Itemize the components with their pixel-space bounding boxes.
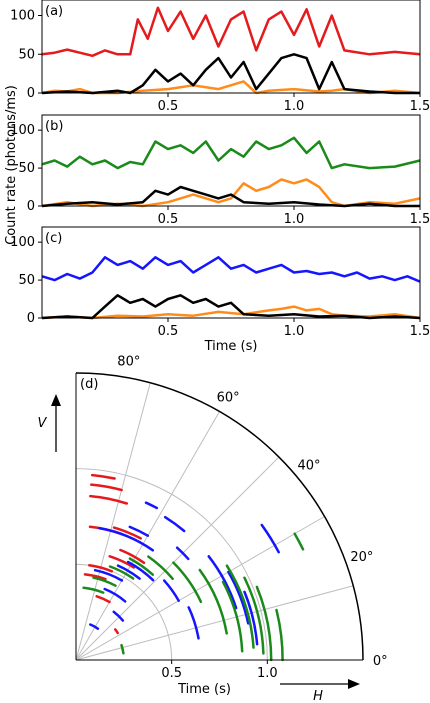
- series-line-2: [41, 294, 421, 320]
- polar-arc-0: [89, 494, 129, 505]
- y-tick-label: 0: [27, 311, 35, 326]
- x-tick-label: 1.5: [410, 99, 430, 114]
- polar-arc-2: [120, 643, 125, 655]
- polar-arc-0: [112, 526, 142, 540]
- polar-arc-2: [275, 608, 284, 662]
- polar-arc-2: [243, 576, 265, 655]
- polar-arc-1: [93, 568, 124, 582]
- panel-1: [38, 114, 421, 210]
- polar-arc-2: [172, 561, 203, 604]
- polar-arc-1: [187, 606, 200, 640]
- x-tick-label: 1.5: [410, 212, 430, 227]
- panel-frame: [41, 114, 421, 207]
- polar-arc-1: [207, 555, 238, 610]
- polar-arc-2: [108, 565, 135, 580]
- polar-arc-1: [227, 570, 250, 625]
- polar-arc-0: [108, 555, 136, 569]
- y-tick-label: 0: [27, 86, 35, 101]
- polar-r-tick-label: 1.0: [257, 666, 278, 681]
- panel-label: (c): [45, 231, 62, 246]
- series-line-0: [41, 256, 421, 283]
- x-tick-label: 1.5: [410, 324, 430, 339]
- polar-arc-2: [255, 585, 273, 662]
- polar-arc-0: [90, 473, 116, 480]
- panel-frame: [41, 226, 421, 319]
- polar-arc-1: [112, 610, 125, 622]
- x-tick-label: 1.0: [284, 99, 305, 114]
- polar-outer-boundary: [75, 372, 364, 661]
- polar-x-axis-label: Time (s): [177, 682, 231, 697]
- panel-label: (d): [80, 377, 98, 392]
- series-line-0: [41, 6, 421, 58]
- polar-arc-1: [116, 564, 141, 580]
- polar-arc-2: [92, 576, 117, 587]
- v-axis-symbol: V: [38, 416, 48, 431]
- polar-panel: [51, 372, 364, 689]
- x-tick-label: 1.0: [284, 212, 305, 227]
- x-tick-label: 0.5: [158, 324, 179, 339]
- shared-y-axis-label: Count rate (photons/ms): [4, 85, 19, 245]
- polar-arc-1: [260, 523, 280, 554]
- polar-angle-label: 0°: [373, 654, 388, 669]
- polar-arc-2: [293, 532, 305, 551]
- polar-arc-2: [198, 568, 228, 635]
- panel-2: [38, 226, 421, 322]
- polar-arc-1: [103, 587, 127, 603]
- polar-angle-label: 80°: [117, 354, 140, 369]
- polar-arc-1: [89, 623, 100, 630]
- polar-arc-1: [126, 560, 155, 582]
- x-tick-label: 1.0: [284, 324, 305, 339]
- polar-arc-2: [147, 555, 174, 581]
- series-line-0: [41, 136, 421, 170]
- polar-arc-1: [175, 546, 190, 561]
- polar-arc-1: [98, 526, 155, 552]
- polar-arc-0: [88, 564, 114, 573]
- polar-arc-1: [163, 515, 186, 533]
- polar-radial-gridline: [75, 382, 151, 661]
- panel-frame: [41, 0, 421, 94]
- polar-r-tick-label: 0.5: [161, 666, 182, 681]
- polar-arc-2: [221, 580, 244, 653]
- y-tick-label: 100: [10, 9, 35, 24]
- v-arrow-head: [51, 394, 61, 406]
- polar-arc-2: [225, 564, 255, 649]
- x-axis-label: Time (s): [204, 339, 258, 354]
- h-arrow-head: [348, 679, 360, 689]
- polar-arc-0: [90, 483, 123, 492]
- polar-arc-1: [162, 579, 180, 602]
- panel-label: (a): [45, 4, 63, 19]
- polar-radial-gridline: [75, 456, 280, 661]
- polar-arc-2: [128, 557, 155, 576]
- y-tick-label: 100: [10, 235, 35, 250]
- panel-label: (b): [45, 119, 63, 134]
- series-line-1: [41, 80, 421, 95]
- y-tick-label: 50: [18, 273, 35, 288]
- polar-angle-label: 60°: [217, 391, 240, 406]
- polar-angle-label: 20°: [350, 550, 373, 565]
- h-axis-symbol: H: [313, 689, 323, 703]
- y-tick-label: 100: [10, 123, 35, 138]
- series-line-2: [41, 53, 420, 95]
- x-tick-label: 0.5: [158, 99, 179, 114]
- polar-arc-0: [83, 573, 107, 581]
- polar-arc-1: [243, 590, 259, 646]
- y-tick-label: 50: [18, 161, 35, 176]
- polar-arc-1: [128, 525, 150, 537]
- x-tick-label: 0.5: [158, 212, 179, 227]
- y-tick-label: 0: [27, 199, 35, 214]
- polar-arc-0: [95, 595, 111, 604]
- polar-arc-0: [113, 628, 119, 635]
- polar-radial-gridline: [75, 516, 325, 661]
- y-tick-label: 50: [18, 47, 35, 62]
- panel-0: [38, 0, 421, 97]
- polar-angle-label: 40°: [298, 458, 321, 473]
- polar-circular-gridline: [75, 468, 268, 661]
- polar-arc-2: [82, 586, 105, 594]
- polar-arc-0: [119, 548, 146, 565]
- polar-arc-1: [144, 501, 159, 510]
